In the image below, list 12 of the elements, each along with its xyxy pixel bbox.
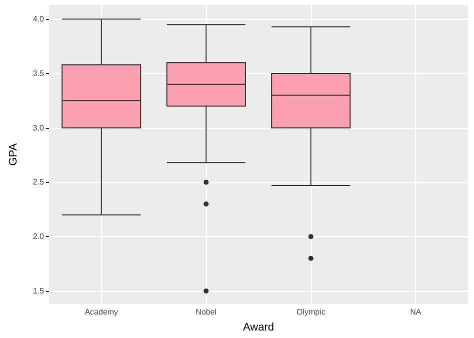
x-axis-title: Award: [243, 322, 274, 334]
y-tick-label: 3.0: [32, 123, 45, 132]
y-axis-title: GPA: [8, 142, 20, 166]
x-tick-label: NA: [410, 308, 422, 316]
y-tick-label: 4.0: [32, 14, 45, 24]
y-tick-label: 3.5: [32, 69, 45, 78]
x-tick-label: Olympic: [296, 308, 326, 316]
x-tick-label: Academy: [84, 308, 118, 316]
x-tick-label: Nobel: [196, 308, 217, 316]
y-tick-label: 2.5: [32, 178, 45, 187]
y-tick-label: 1.5: [32, 286, 45, 296]
y-tick-label: 2.0: [32, 232, 45, 242]
